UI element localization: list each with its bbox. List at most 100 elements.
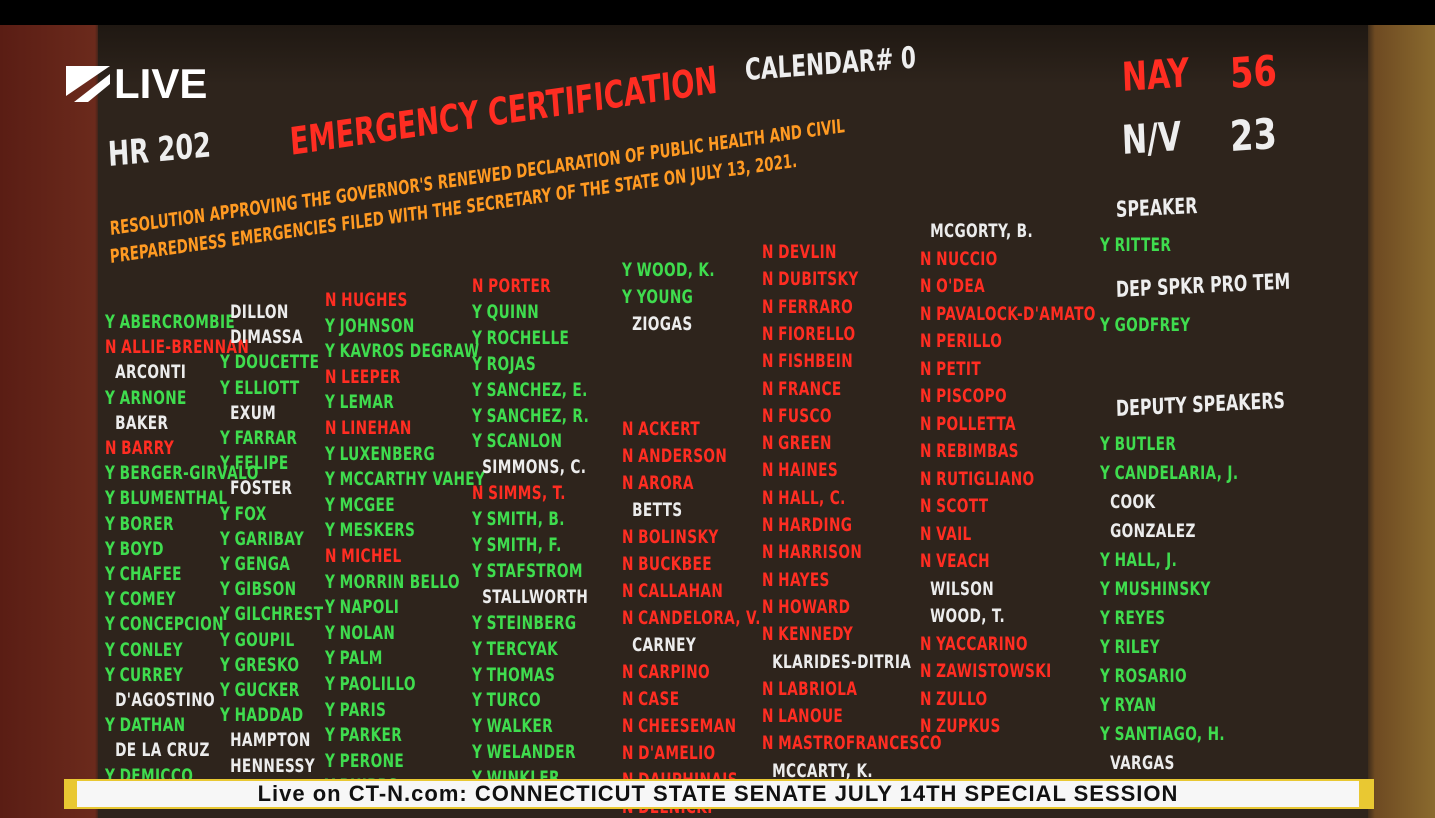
vote: Y [105, 638, 116, 661]
member-name: QUINN [486, 300, 540, 323]
member-name: CHAFEE [119, 563, 182, 585]
vote: N [105, 336, 117, 359]
vote: N [762, 705, 774, 728]
member-entry: Y SANTIAGO, H. [1100, 723, 1225, 745]
member-entry: Y FARRAR [220, 427, 297, 449]
member-entry: Y SMITH, B. [472, 508, 565, 530]
member-entry: Y WELANDER [472, 741, 576, 763]
member-name: JOHNSON [339, 314, 415, 337]
vote: Y [1100, 549, 1111, 571]
vote: Y [325, 493, 336, 516]
vote: Y [325, 519, 336, 542]
member-name: BORER [119, 512, 174, 535]
member-name: MCGORTY, B. [930, 220, 1034, 242]
vote: Y [105, 714, 116, 737]
vote: N [920, 302, 932, 325]
vote: Y [1100, 234, 1111, 256]
member-name: BAKER [115, 411, 169, 434]
member-entry: Y CURREY [105, 664, 183, 686]
vote: N [622, 445, 634, 468]
vote: N [762, 677, 774, 700]
logo-mark [66, 66, 110, 102]
vote: N [762, 268, 774, 291]
member-entry: Y DOUCETTE [220, 351, 319, 373]
member-name: FOX [234, 502, 267, 525]
member-entry: DILLON [220, 301, 289, 323]
member-entry: COOK [1100, 491, 1155, 513]
vote: Y [105, 613, 116, 636]
member-entry: Y GUCKER [220, 679, 300, 701]
vote: Y [325, 698, 336, 721]
section-heading: SPEAKER [1115, 194, 1198, 223]
total-label: N/V [1121, 113, 1183, 164]
member-entry: N HARDING [762, 514, 852, 536]
vote: Y [220, 628, 231, 651]
vote: Y [105, 386, 116, 409]
member-entry: Y CONLEY [105, 639, 183, 661]
member-entry: Y THOMAS [472, 664, 555, 686]
member-name: VARGAS [1110, 752, 1175, 774]
member-entry: EXUM [220, 402, 276, 424]
vote: N [622, 418, 634, 441]
member-entry: Y GARIBAY [220, 528, 304, 550]
member-name: RYAN [1114, 694, 1157, 716]
member-name: O'DEA [936, 275, 986, 297]
member-name: PETIT [936, 357, 982, 380]
member-entry: Y SCANLON [472, 430, 562, 452]
member-name: REBIMBAS [936, 440, 1019, 462]
member-name: ZAWISTOWSKI [936, 660, 1052, 682]
member-name: PARKER [339, 724, 403, 747]
vote: N [920, 275, 932, 297]
member-entry: N RUTIGLIANO [920, 468, 1035, 490]
member-name: ALLIE-BRENNAN [121, 336, 250, 359]
member-name: BLUMENTHAL [119, 487, 228, 510]
member-entry: SIMMONS, C. [472, 456, 586, 478]
member-entry: Y RYAN [1100, 694, 1156, 716]
member-entry: Y FELIPE [220, 452, 289, 474]
member-entry: N FERRARO [762, 296, 853, 318]
member-entry: N REBIMBAS [920, 440, 1019, 462]
member-entry: N LINEHAN [325, 417, 412, 439]
member-name: ANDERSON [638, 445, 728, 468]
member-name: DE LA CRUZ [115, 739, 210, 762]
member-entry: N CALLAHAN [622, 580, 723, 602]
vote: Y [472, 404, 483, 427]
member-entry: WILSON [920, 578, 994, 600]
member-entry: N POLLETTA [920, 413, 1016, 435]
member-name: PAVALOCK-D'AMATO [936, 302, 1096, 325]
member-name: DOUCETTE [234, 351, 320, 374]
member-name: DATHAN [119, 714, 186, 737]
vote: N [622, 526, 634, 549]
member-entry: Y GODFREY [1100, 314, 1190, 336]
member-name: YACCARINO [936, 632, 1028, 655]
member-name: GONZALEZ [1110, 520, 1196, 542]
member-entry: Y BOYD [105, 538, 164, 560]
member-entry: N YACCARINO [920, 633, 1028, 655]
member-entry: N ALLIE-BRENNAN [105, 336, 249, 358]
vote: Y [220, 527, 231, 550]
member-entry: N LEEPER [325, 366, 401, 388]
member-entry: Y JOHNSON [325, 315, 415, 337]
member-name: RILEY [1114, 636, 1160, 658]
member-entry: Y WOOD, K. [622, 259, 715, 281]
member-entry: Y ELLIOTT [220, 377, 300, 399]
member-name: HOWARD [778, 595, 851, 618]
vote: Y [472, 430, 483, 453]
vote: Y [1100, 723, 1111, 745]
member-name: MCGEE [339, 493, 395, 516]
member-name: CARNEY [632, 634, 697, 657]
member-entry: N MICHEL [325, 545, 402, 567]
member-name: BUTLER [1114, 433, 1177, 455]
vote: N [105, 437, 117, 459]
vote: N [325, 417, 337, 439]
member-entry: Y BUTLER [1100, 433, 1176, 455]
vote: N [920, 385, 932, 407]
member-entry: N HAINES [762, 459, 838, 481]
member-name: MCCARTY, K. [772, 759, 873, 782]
vote: Y [105, 487, 116, 510]
vote: Y [325, 621, 336, 644]
vote: N [920, 247, 932, 270]
vote: Y [220, 427, 231, 449]
member-entry: Y REYES [1100, 607, 1165, 629]
member-entry: Y LEMAR [325, 391, 394, 413]
